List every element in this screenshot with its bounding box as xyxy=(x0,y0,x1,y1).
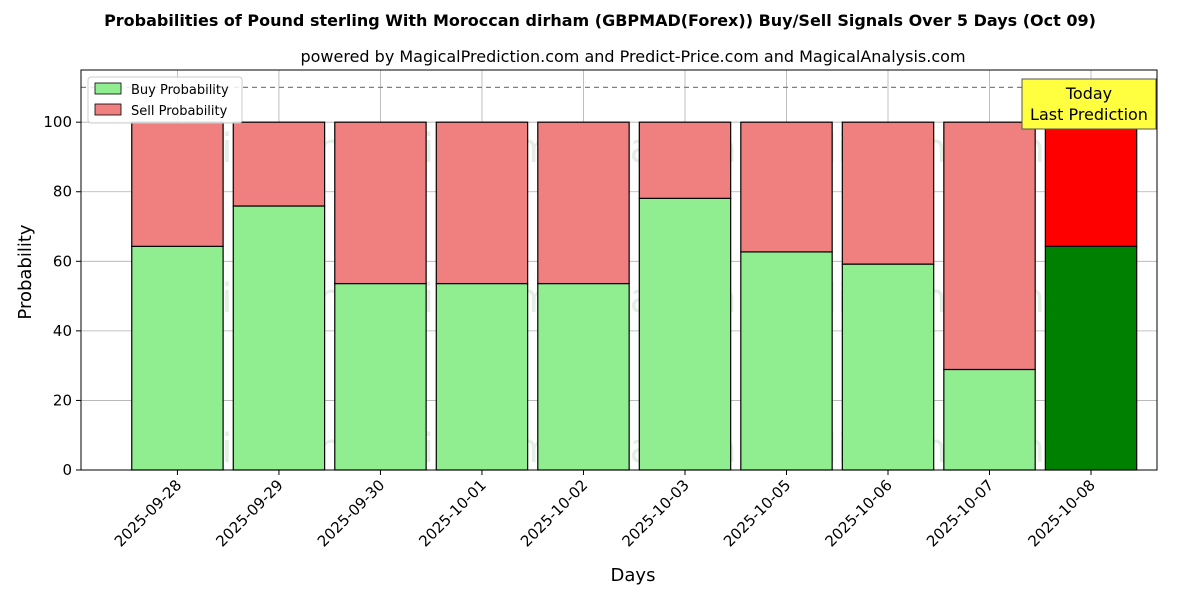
bar-sell xyxy=(740,121,833,253)
chart-subtitle: powered by MagicalPrediction.com and Pre… xyxy=(300,47,965,66)
bar-sell xyxy=(638,121,732,199)
legend-box xyxy=(87,76,243,124)
bar-buy xyxy=(131,245,224,471)
x-axis-label: Days xyxy=(611,565,656,586)
plot-area-frame xyxy=(80,69,1158,471)
legend: Buy Probability Sell Probability xyxy=(87,76,243,124)
bar-buy xyxy=(638,197,732,471)
legend-label-buy: Buy Probability xyxy=(131,83,229,98)
annotation-line-last-prediction: Last Prediction xyxy=(1030,105,1148,124)
y-tick-label: 20 xyxy=(53,391,72,409)
bar-sell xyxy=(537,121,630,285)
x-tick-label: 2025-10-03 xyxy=(618,476,692,550)
x-tick-label: 2025-10-06 xyxy=(821,476,895,550)
y-tick-label: 0 xyxy=(62,461,72,479)
x-tick-label: 2025-10-05 xyxy=(720,476,794,550)
x-tick-label: 2025-09-29 xyxy=(212,476,286,550)
y-axis-label: Probability xyxy=(15,224,36,319)
y-tick-label: 80 xyxy=(53,183,72,201)
bar-buy xyxy=(943,368,1036,471)
bar-buy xyxy=(537,282,630,471)
y-tick-label: 100 xyxy=(43,113,72,131)
chart-title: Probabilities of Pound sterling With Mor… xyxy=(104,11,1096,30)
x-tick-label: 2025-10-02 xyxy=(517,476,591,550)
annotation-line-today: Today xyxy=(1065,84,1112,103)
bar-buy xyxy=(740,251,833,471)
bar-buy xyxy=(435,282,529,471)
legend-swatch-sell xyxy=(94,103,122,116)
bar-sell xyxy=(334,121,427,285)
today-annotation: Today Last Prediction xyxy=(1021,78,1157,130)
x-tick-label: 2025-10-07 xyxy=(923,476,997,550)
bar-sell xyxy=(943,121,1036,371)
x-tick-label: 2025-10-01 xyxy=(415,476,489,550)
y-tick-label: 60 xyxy=(53,252,72,270)
x-tick-label: 2025-10-08 xyxy=(1024,476,1098,550)
bar-sell xyxy=(1044,121,1138,247)
bars-layer xyxy=(131,121,1138,471)
bar-sell xyxy=(131,121,224,247)
y-tick-label: 40 xyxy=(53,322,72,340)
x-tick-label: 2025-09-28 xyxy=(111,476,185,550)
bar-buy xyxy=(1044,245,1138,471)
bar-sell xyxy=(435,121,529,285)
bar-sell xyxy=(232,121,326,207)
legend-swatch-buy xyxy=(94,82,122,95)
x-tick-label: 2025-09-30 xyxy=(314,476,388,550)
legend-label-sell: Sell Probability xyxy=(131,104,228,119)
bar-buy xyxy=(841,263,935,471)
bar-buy xyxy=(334,282,427,471)
bar-buy xyxy=(232,205,326,471)
annotation-box xyxy=(1021,78,1157,130)
bar-sell xyxy=(841,121,935,265)
